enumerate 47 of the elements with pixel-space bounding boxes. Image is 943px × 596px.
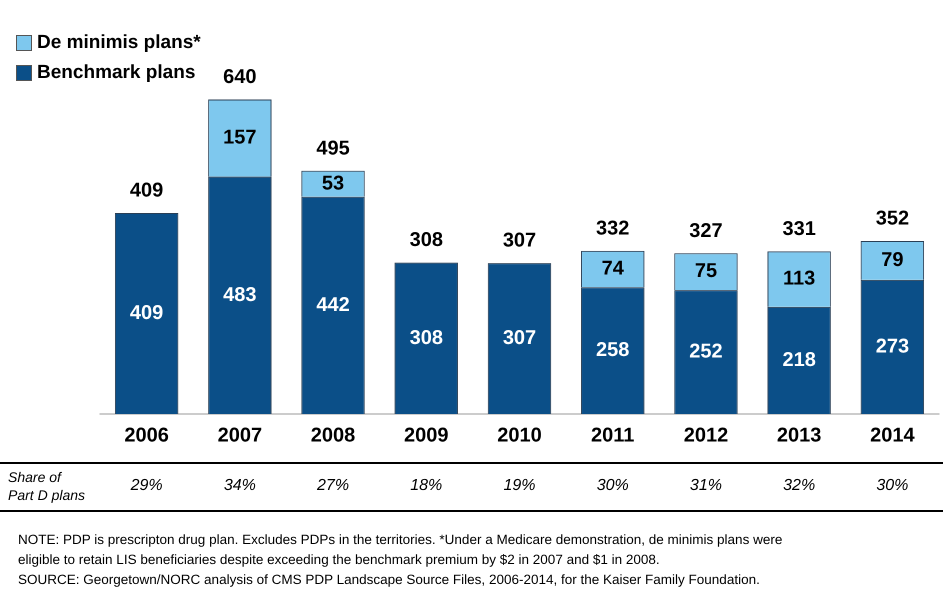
text: 18% [410, 477, 442, 495]
data-label: 273 [876, 335, 910, 358]
data-label: 258 [596, 339, 630, 362]
data-label: 79 [881, 248, 904, 271]
data-label: 75 [694, 260, 718, 282]
source-note: SOURCE: Georgetown/NORC analysis of CMS PDP Landscape Source Files, 2006-2014, for the Kaiser Family Foundation. [18, 571, 761, 589]
text: 27% [317, 477, 350, 495]
data-label: 53 [322, 172, 344, 194]
text: 30% [596, 477, 629, 495]
text: 19% [503, 477, 536, 495]
x-tick-label: 2009 [404, 424, 449, 447]
x-tick-label: 2008 [310, 424, 356, 447]
total-label: 331 [782, 218, 816, 240]
data-label: 113 [783, 268, 816, 290]
text: 34% [224, 477, 256, 495]
text: 29% [130, 477, 163, 495]
total-label: 327 [689, 220, 723, 242]
x-tick-label: 2010 [497, 424, 542, 447]
data-label: 157 [223, 126, 257, 149]
x-tick-label: 2006 [124, 424, 169, 447]
data-label: 308 [410, 326, 443, 349]
x-tick-label: 2011 [591, 424, 634, 447]
text: 31% [690, 477, 722, 495]
total-label: 640 [223, 66, 257, 88]
legend-label: Benchmark plans [37, 62, 196, 84]
data-label: 74 [602, 258, 625, 280]
x-tick-label: 2012 [684, 424, 728, 447]
text: Share of Part D plans [8, 468, 86, 504]
data-label: 252 [689, 340, 723, 363]
text: 30% [876, 477, 908, 495]
text: NOTE: PDP is prescripton drug plan. Excludes PDPs in the territories. *Under a Medicare demonstration, de minimis plans were eligible to retain LIS beneficiaries despite exceeding the benchmark premium by $2 in 2007 and $1 in 2008. [18, 531, 784, 569]
data-label: 409 [130, 302, 164, 324]
data-label: 218 [782, 348, 816, 371]
total-label: 332 [596, 217, 630, 240]
text: 32% [783, 477, 816, 495]
x-tick-label: 2007 [218, 424, 262, 447]
total-label: 409 [130, 180, 164, 202]
data-label: 483 [223, 284, 257, 306]
data-label: 307 [502, 327, 536, 350]
total-label: 495 [316, 137, 350, 160]
total-label: 352 [876, 208, 910, 230]
total-label: 308 [410, 229, 443, 252]
data-label: 442 [316, 294, 350, 316]
x-tick-label: 2014 [870, 424, 916, 447]
x-tick-label: 2013 [776, 424, 822, 447]
legend-label: De minimis plans* [37, 32, 201, 54]
total-label: 307 [502, 230, 536, 252]
